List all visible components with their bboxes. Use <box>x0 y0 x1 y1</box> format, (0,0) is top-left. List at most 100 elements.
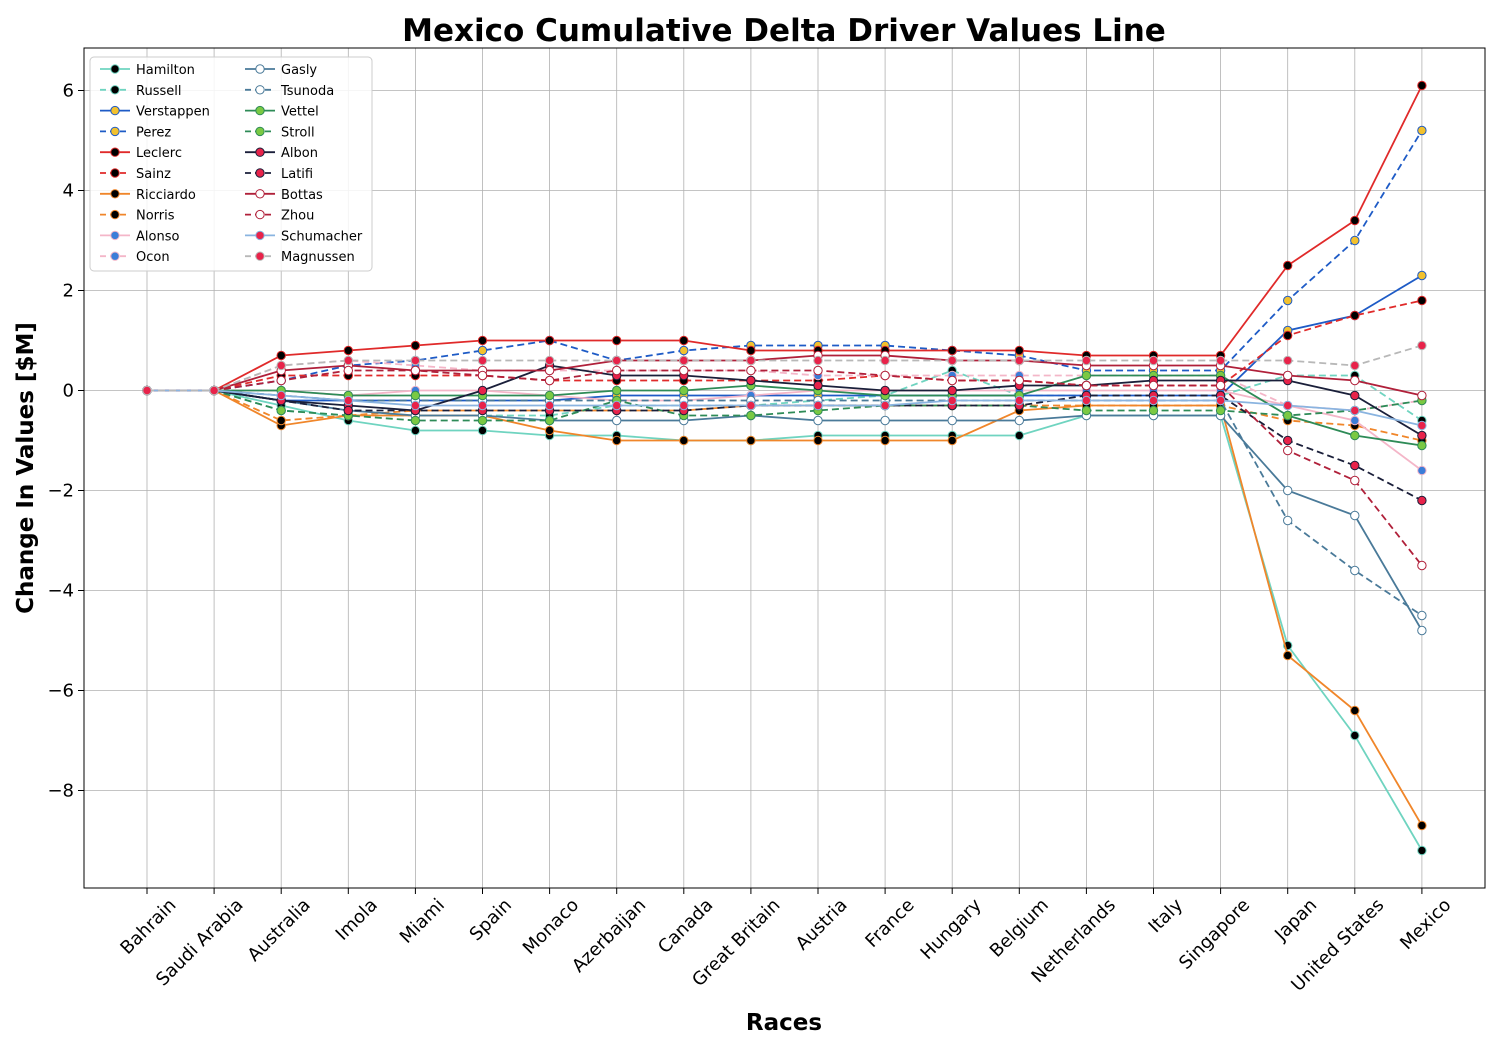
data-point <box>1417 125 1427 136</box>
data-point <box>880 400 890 411</box>
data-point <box>1417 430 1427 441</box>
legend-label: Perez <box>136 125 171 140</box>
data-point <box>1350 730 1360 741</box>
legend-entry-perez: Perez <box>100 125 171 140</box>
series-line <box>147 369 1423 567</box>
data-point <box>679 345 689 356</box>
data-point <box>1283 295 1293 306</box>
x-tick-label: Bahrain <box>116 895 180 959</box>
data-point <box>343 345 353 356</box>
x-axis-label: Races <box>746 1010 822 1036</box>
data-point <box>1014 395 1024 406</box>
x-tick-label: Mexico <box>1396 895 1455 954</box>
data-point <box>1350 215 1360 226</box>
data-point <box>1417 390 1427 401</box>
data-point <box>947 435 957 446</box>
data-point <box>1417 610 1427 621</box>
x-tick-label: Spain <box>466 895 516 945</box>
data-point <box>947 415 957 426</box>
data-point <box>947 345 957 356</box>
series-line <box>147 389 1423 422</box>
data-point <box>1215 395 1226 406</box>
series-ricciardo <box>142 385 1427 831</box>
legend-entry-albon: Albon <box>245 146 318 161</box>
data-point <box>880 385 890 396</box>
data-point <box>1417 295 1427 306</box>
legend-marker <box>255 251 265 261</box>
legend-marker <box>255 126 265 137</box>
x-tick-label: Austria <box>792 895 852 955</box>
data-point <box>612 435 622 446</box>
data-point <box>209 385 219 396</box>
data-point <box>276 360 286 371</box>
legend-label: Schumacher <box>281 229 363 244</box>
data-point <box>1283 515 1293 526</box>
y-axis-ticks: −8 −6 −4 −2 0 2 4 6 <box>47 81 84 802</box>
data-point <box>1081 380 1092 391</box>
legend-label: Russell <box>136 84 181 99</box>
legend-marker <box>255 230 265 241</box>
data-point <box>679 400 689 411</box>
data-point <box>477 425 488 436</box>
data-point <box>544 355 555 366</box>
data-point <box>746 345 756 356</box>
data-point <box>1081 395 1092 406</box>
data-point <box>612 335 622 346</box>
data-point <box>612 355 622 366</box>
legend-entry-gasly: Gasly <box>245 63 317 78</box>
legend-label: Bottas <box>281 188 323 203</box>
legend-label: Ocon <box>136 250 170 265</box>
series-line <box>147 389 1423 442</box>
data-point <box>544 400 555 411</box>
data-point <box>1283 330 1293 341</box>
data-point <box>880 355 890 366</box>
series-schumacher <box>142 385 1427 431</box>
data-point <box>1417 465 1427 476</box>
data-point <box>947 355 957 366</box>
data-point <box>1283 435 1293 446</box>
x-tick-label: Miami <box>396 895 449 948</box>
y-tick-label: −6 <box>47 681 74 702</box>
legend-label: Zhou <box>281 209 314 224</box>
data-point <box>544 375 555 386</box>
data-point <box>1215 405 1226 416</box>
data-point <box>1417 270 1427 281</box>
data-point <box>544 425 555 436</box>
data-point <box>612 385 622 396</box>
data-point <box>1350 235 1360 246</box>
data-point <box>612 400 622 411</box>
legend-marker <box>110 126 120 137</box>
data-point <box>276 390 286 401</box>
data-point <box>1350 475 1360 486</box>
data-point <box>544 365 555 376</box>
y-tick-label: 4 <box>63 181 74 202</box>
chart-title: Mexico Cumulative Delta Driver Values Li… <box>402 13 1166 49</box>
data-point <box>1417 625 1427 636</box>
data-point <box>1014 430 1024 441</box>
data-point <box>679 365 689 376</box>
data-point <box>1417 495 1427 506</box>
legend-label: Tsunoda <box>280 84 334 99</box>
series-line <box>147 364 1423 437</box>
data-point <box>1417 80 1427 91</box>
series-zhou <box>142 365 1427 571</box>
series-line <box>147 354 1423 397</box>
data-point <box>1215 355 1226 366</box>
x-tick-label: Imola <box>332 895 382 945</box>
legend-marker <box>110 251 120 261</box>
legend-entry-ricciardo: Ricciardo <box>100 188 196 203</box>
legend-label: Gasly <box>281 63 317 78</box>
data-point <box>1417 845 1427 856</box>
legend-label: Latifi <box>281 167 313 182</box>
data-point <box>813 435 823 446</box>
data-point <box>410 365 421 376</box>
data-point <box>410 340 421 351</box>
legend-entry-bottas: Bottas <box>245 188 323 203</box>
legend-entry-schumacher: Schumacher <box>245 229 363 244</box>
legend-marker <box>255 168 265 178</box>
data-point <box>947 395 957 406</box>
data-point <box>276 405 286 416</box>
data-point <box>1350 375 1360 386</box>
legend-label: Verstappen <box>136 105 210 120</box>
legend-label: Norris <box>136 209 175 224</box>
